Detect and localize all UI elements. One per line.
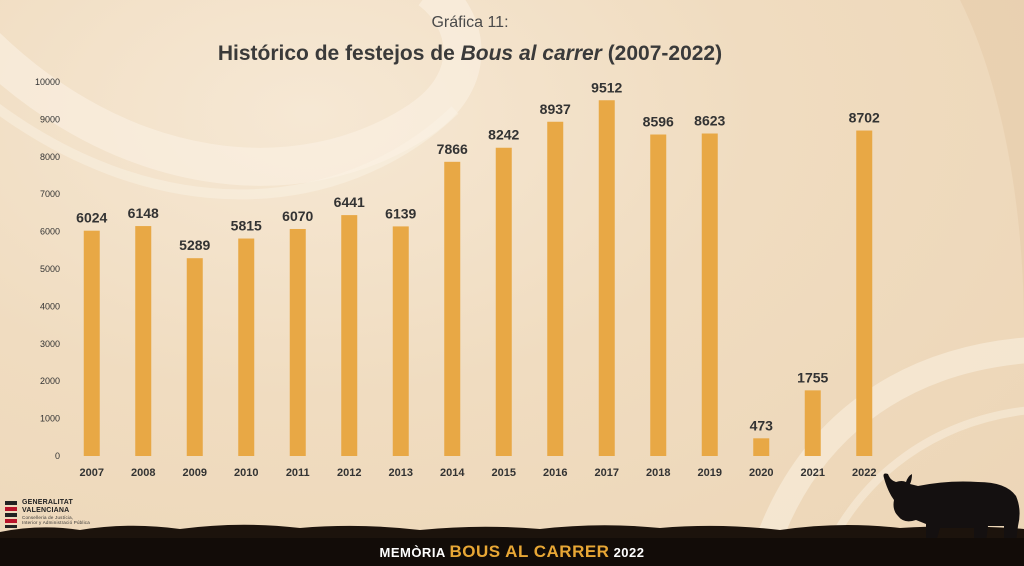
data-label-2008: 6148 [128,205,159,221]
x-tick-label-2022: 2022 [852,467,876,479]
x-tick-label-2015: 2015 [492,467,516,479]
chart-title-italic: Bous al carrer [460,42,602,65]
data-label-2020: 473 [750,417,774,433]
x-tick-label-2018: 2018 [646,467,670,479]
y-tick-label: 0 [55,451,60,461]
x-tick-label-2016: 2016 [543,467,567,479]
x-tick-label-2019: 2019 [698,467,722,479]
footer-prefix: MEMÒRIA [379,545,450,560]
chart-title: Histórico de festejos de Bous al carrer … [0,42,940,66]
x-tick-label-2007: 2007 [80,467,104,479]
y-tick-label: 4000 [40,301,60,311]
data-label-2009: 5289 [179,237,210,253]
y-tick-label: 6000 [40,227,60,237]
bar-2013 [392,226,409,456]
ground-silhouette [0,524,1024,542]
bar-2022 [856,130,873,456]
chart-kicker: Gráfica 11: [431,14,509,31]
bull-silhouette-icon [883,473,1020,542]
bar-2009 [186,258,203,456]
x-tick-label-2008: 2008 [131,467,155,479]
y-tick-label: 5000 [40,264,60,274]
y-tick-label: 7000 [40,189,60,199]
bar-2012 [341,215,358,456]
generalitat-logo: GENERALITAT VALENCIANA Conselleria de Ju… [4,499,90,529]
bar-2016 [547,121,564,457]
data-label-2017: 9512 [591,79,622,95]
y-tick-label: 8000 [40,152,60,162]
footer-title: MEMÒRIA BOUS AL CARRER 2022 [0,542,1024,562]
logo-sub2: Interior y Administració Pública [22,520,90,525]
bar-2010 [238,238,255,456]
chart-title-prefix: Histórico de festejos de [217,42,461,65]
bar-2017 [598,100,615,457]
x-tick-label-2021: 2021 [801,467,825,479]
bar-2011 [289,228,306,456]
data-label-2010: 5815 [231,218,262,234]
y-tick-label: 10000 [35,77,60,87]
data-label-2014: 7866 [437,141,468,157]
footer-suffix: 2022 [609,545,645,560]
data-label-2018: 8596 [643,114,674,130]
footer-bar [0,538,1024,566]
y-tick-label: 9000 [40,114,60,124]
logo-line1: GENERALITAT [22,499,73,506]
data-label-2022: 8702 [849,110,880,126]
bar-2018 [650,134,667,457]
x-tick-label-2012: 2012 [337,467,361,479]
bar-2014 [444,161,461,457]
data-label-2007: 6024 [76,210,107,226]
bar-2019 [701,133,718,456]
x-tick-label-2009: 2009 [183,467,207,479]
x-tick-label-2014: 2014 [440,467,465,479]
bar-2007 [83,230,100,456]
y-tick-label: 3000 [40,339,60,349]
x-tick-label-2013: 2013 [389,467,413,479]
generalitat-emblem-icon [5,501,17,528]
chart-title-suffix: (2007-2022) [601,42,723,65]
x-tick-label-2011: 2011 [286,467,310,479]
footer-highlight: BOUS AL CARRER [449,542,610,561]
x-tick-label-2020: 2020 [749,467,773,479]
y-tick-label: 1000 [40,414,60,424]
y-tick-label: 2000 [40,376,60,386]
x-tick-label-2017: 2017 [595,467,619,479]
bar-2020 [753,438,770,456]
data-label-2021: 1755 [797,369,828,385]
data-label-2013: 6139 [385,205,416,221]
data-label-2011: 6070 [282,208,313,224]
bar-2015 [495,147,512,456]
data-label-2012: 6441 [334,194,365,210]
logo-sub1: Conselleria de Justícia, [22,515,74,520]
x-tick-label-2010: 2010 [234,467,258,479]
data-label-2016: 8937 [540,101,571,117]
bar-2008 [135,226,152,456]
bar-2021 [804,390,821,456]
logo-line2: VALENCIANA [22,507,70,514]
data-label-2015: 8242 [488,127,519,143]
data-label-2019: 8623 [694,112,725,128]
logo-text: GENERALITAT VALENCIANA Conselleria de Ju… [22,499,90,525]
